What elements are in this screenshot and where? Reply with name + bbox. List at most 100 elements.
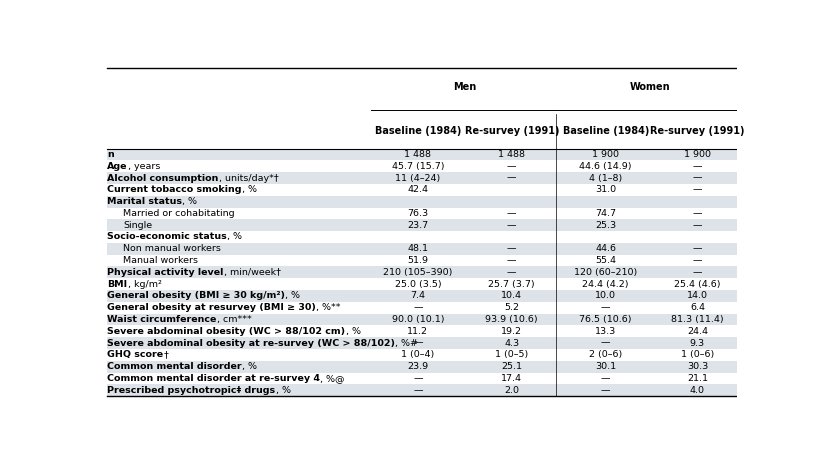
Text: , years: , years xyxy=(128,162,161,171)
Text: 25.1: 25.1 xyxy=(501,362,523,371)
Text: 11 (4–24): 11 (4–24) xyxy=(396,173,441,183)
Text: —: — xyxy=(413,386,423,395)
Text: 23.9: 23.9 xyxy=(407,362,428,371)
Text: 7.4: 7.4 xyxy=(410,291,425,300)
Text: n: n xyxy=(107,150,114,159)
Text: Physical activity level: Physical activity level xyxy=(107,268,224,277)
Text: —: — xyxy=(507,173,517,183)
Text: 24.4 (4.2): 24.4 (4.2) xyxy=(582,280,629,289)
Bar xyxy=(107,361,742,373)
Text: —: — xyxy=(693,256,702,265)
Bar xyxy=(107,184,742,196)
Text: Re-survey (1991): Re-survey (1991) xyxy=(650,126,744,136)
Text: 4.3: 4.3 xyxy=(505,339,519,347)
Text: 31.0: 31.0 xyxy=(595,185,616,194)
Text: , %: , % xyxy=(275,386,291,395)
Text: , cm***: , cm*** xyxy=(217,315,251,324)
Text: 14.0: 14.0 xyxy=(687,291,708,300)
Text: 17.4: 17.4 xyxy=(501,374,523,383)
Bar xyxy=(107,172,742,184)
Text: 90.0 (10.1): 90.0 (10.1) xyxy=(391,315,444,324)
Text: 210 (105–390): 210 (105–390) xyxy=(383,268,453,277)
Text: , %: , % xyxy=(286,291,301,300)
Text: 1 488: 1 488 xyxy=(498,150,525,159)
Text: 81.3 (11.4): 81.3 (11.4) xyxy=(671,315,724,324)
Text: , %**: , %** xyxy=(316,303,341,312)
Text: General obesity (BMI ≥ 30 kg/m²): General obesity (BMI ≥ 30 kg/m²) xyxy=(107,291,286,300)
Text: 55.4: 55.4 xyxy=(595,256,616,265)
Text: , %#: , %# xyxy=(396,339,419,347)
Text: , %: , % xyxy=(227,232,242,241)
Text: —: — xyxy=(413,303,423,312)
Text: 1 900: 1 900 xyxy=(592,150,619,159)
Bar xyxy=(107,243,742,255)
Text: 10.0: 10.0 xyxy=(595,291,616,300)
Text: 11.2: 11.2 xyxy=(407,327,428,336)
Text: 24.4: 24.4 xyxy=(687,327,708,336)
Text: —: — xyxy=(693,173,702,183)
Text: 30.3: 30.3 xyxy=(687,362,708,371)
Text: —: — xyxy=(693,209,702,218)
Text: 9.3: 9.3 xyxy=(690,339,705,347)
Text: 76.5 (10.6): 76.5 (10.6) xyxy=(580,315,632,324)
Text: 1 (0–6): 1 (0–6) xyxy=(681,351,714,359)
Bar xyxy=(107,290,742,302)
Text: 1 488: 1 488 xyxy=(405,150,432,159)
Text: 5.2: 5.2 xyxy=(505,303,519,312)
Text: —: — xyxy=(601,339,610,347)
Text: —: — xyxy=(693,268,702,277)
Text: BMI: BMI xyxy=(107,280,128,289)
Text: †: † xyxy=(164,351,169,359)
Text: 44.6: 44.6 xyxy=(595,244,616,253)
Text: 76.3: 76.3 xyxy=(407,209,428,218)
Text: , %: , % xyxy=(183,197,197,206)
Text: 25.3: 25.3 xyxy=(595,221,616,230)
Text: Baseline (1984): Baseline (1984) xyxy=(563,126,649,136)
Text: 4 (1–8): 4 (1–8) xyxy=(589,173,622,183)
Text: 42.4: 42.4 xyxy=(407,185,428,194)
Text: Common mental disorder at re-survey 4: Common mental disorder at re-survey 4 xyxy=(107,374,320,383)
Text: 25.4 (4.6): 25.4 (4.6) xyxy=(674,280,721,289)
Text: Severe abdominal obesity at re-survey (WC > 88/102): Severe abdominal obesity at re-survey (W… xyxy=(107,339,396,347)
Text: 4.0: 4.0 xyxy=(690,386,705,395)
Text: Women: Women xyxy=(630,82,671,92)
Bar xyxy=(107,196,742,207)
Text: Current tobacco smoking: Current tobacco smoking xyxy=(107,185,242,194)
Text: —: — xyxy=(413,374,423,383)
Text: 45.7 (15.7): 45.7 (15.7) xyxy=(391,162,444,171)
Text: Single: Single xyxy=(124,221,152,230)
Text: , %: , % xyxy=(346,327,360,336)
Text: 44.6 (14.9): 44.6 (14.9) xyxy=(580,162,632,171)
Text: Alcohol consumption: Alcohol consumption xyxy=(107,173,219,183)
Text: 19.2: 19.2 xyxy=(501,327,523,336)
Text: 51.9: 51.9 xyxy=(407,256,428,265)
Text: —: — xyxy=(413,339,423,347)
Text: , %@: , %@ xyxy=(320,374,345,383)
Bar xyxy=(107,313,742,325)
Text: —: — xyxy=(507,162,517,171)
Text: 25.7 (3.7): 25.7 (3.7) xyxy=(488,280,535,289)
Bar xyxy=(107,266,742,278)
Text: 25.0 (3.5): 25.0 (3.5) xyxy=(395,280,441,289)
Text: —: — xyxy=(693,244,702,253)
Text: Age: Age xyxy=(107,162,128,171)
Bar xyxy=(107,385,742,396)
Text: , kg/m²: , kg/m² xyxy=(128,280,161,289)
Bar xyxy=(107,149,742,160)
Text: —: — xyxy=(693,162,702,171)
Text: 23.7: 23.7 xyxy=(407,221,428,230)
Text: 6.4: 6.4 xyxy=(690,303,705,312)
Bar xyxy=(107,337,742,349)
Bar xyxy=(107,302,742,313)
Text: —: — xyxy=(693,185,702,194)
Bar xyxy=(107,325,742,337)
Text: General obesity at resurvey (BMI ≥ 30): General obesity at resurvey (BMI ≥ 30) xyxy=(107,303,316,312)
Text: 2.0: 2.0 xyxy=(505,386,519,395)
Text: , min/week†: , min/week† xyxy=(224,268,281,277)
Text: 48.1: 48.1 xyxy=(407,244,428,253)
Text: —: — xyxy=(507,209,517,218)
Bar xyxy=(107,160,742,172)
Text: Manual workers: Manual workers xyxy=(124,256,198,265)
Bar xyxy=(107,349,742,361)
Text: 1 (0–5): 1 (0–5) xyxy=(495,351,528,359)
